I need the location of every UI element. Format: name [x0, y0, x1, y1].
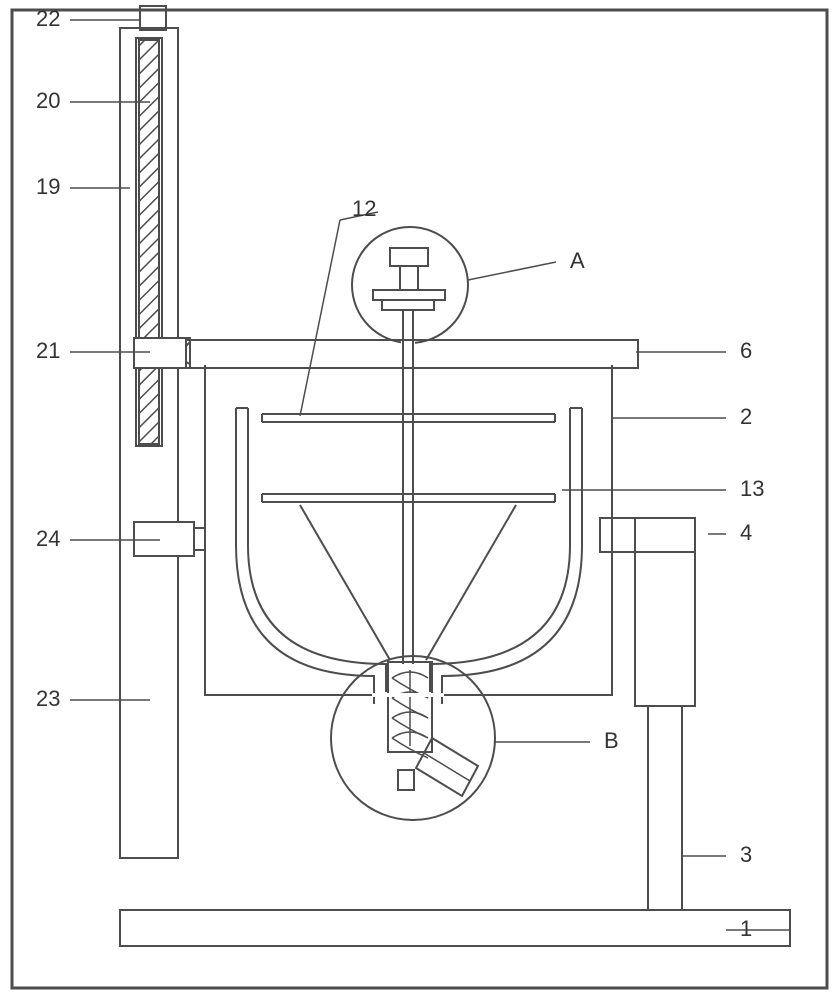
label-20: 20	[36, 88, 60, 113]
label-19: 19	[36, 174, 60, 199]
label-4: 4	[740, 520, 752, 545]
label-1: 1	[740, 916, 752, 941]
label-2: 2	[740, 404, 752, 429]
label-3: 3	[740, 842, 752, 867]
label-23: 23	[36, 686, 60, 711]
label-B: B	[604, 728, 619, 753]
label-6: 6	[740, 338, 752, 363]
label-22: 22	[36, 6, 60, 31]
engineering-diagram: 123461213192021222324AB	[0, 0, 839, 1000]
label-21: 21	[36, 338, 60, 363]
label-12: 12	[352, 196, 376, 221]
label-A: A	[570, 248, 585, 273]
label-24: 24	[36, 526, 60, 551]
label-13: 13	[740, 476, 764, 501]
